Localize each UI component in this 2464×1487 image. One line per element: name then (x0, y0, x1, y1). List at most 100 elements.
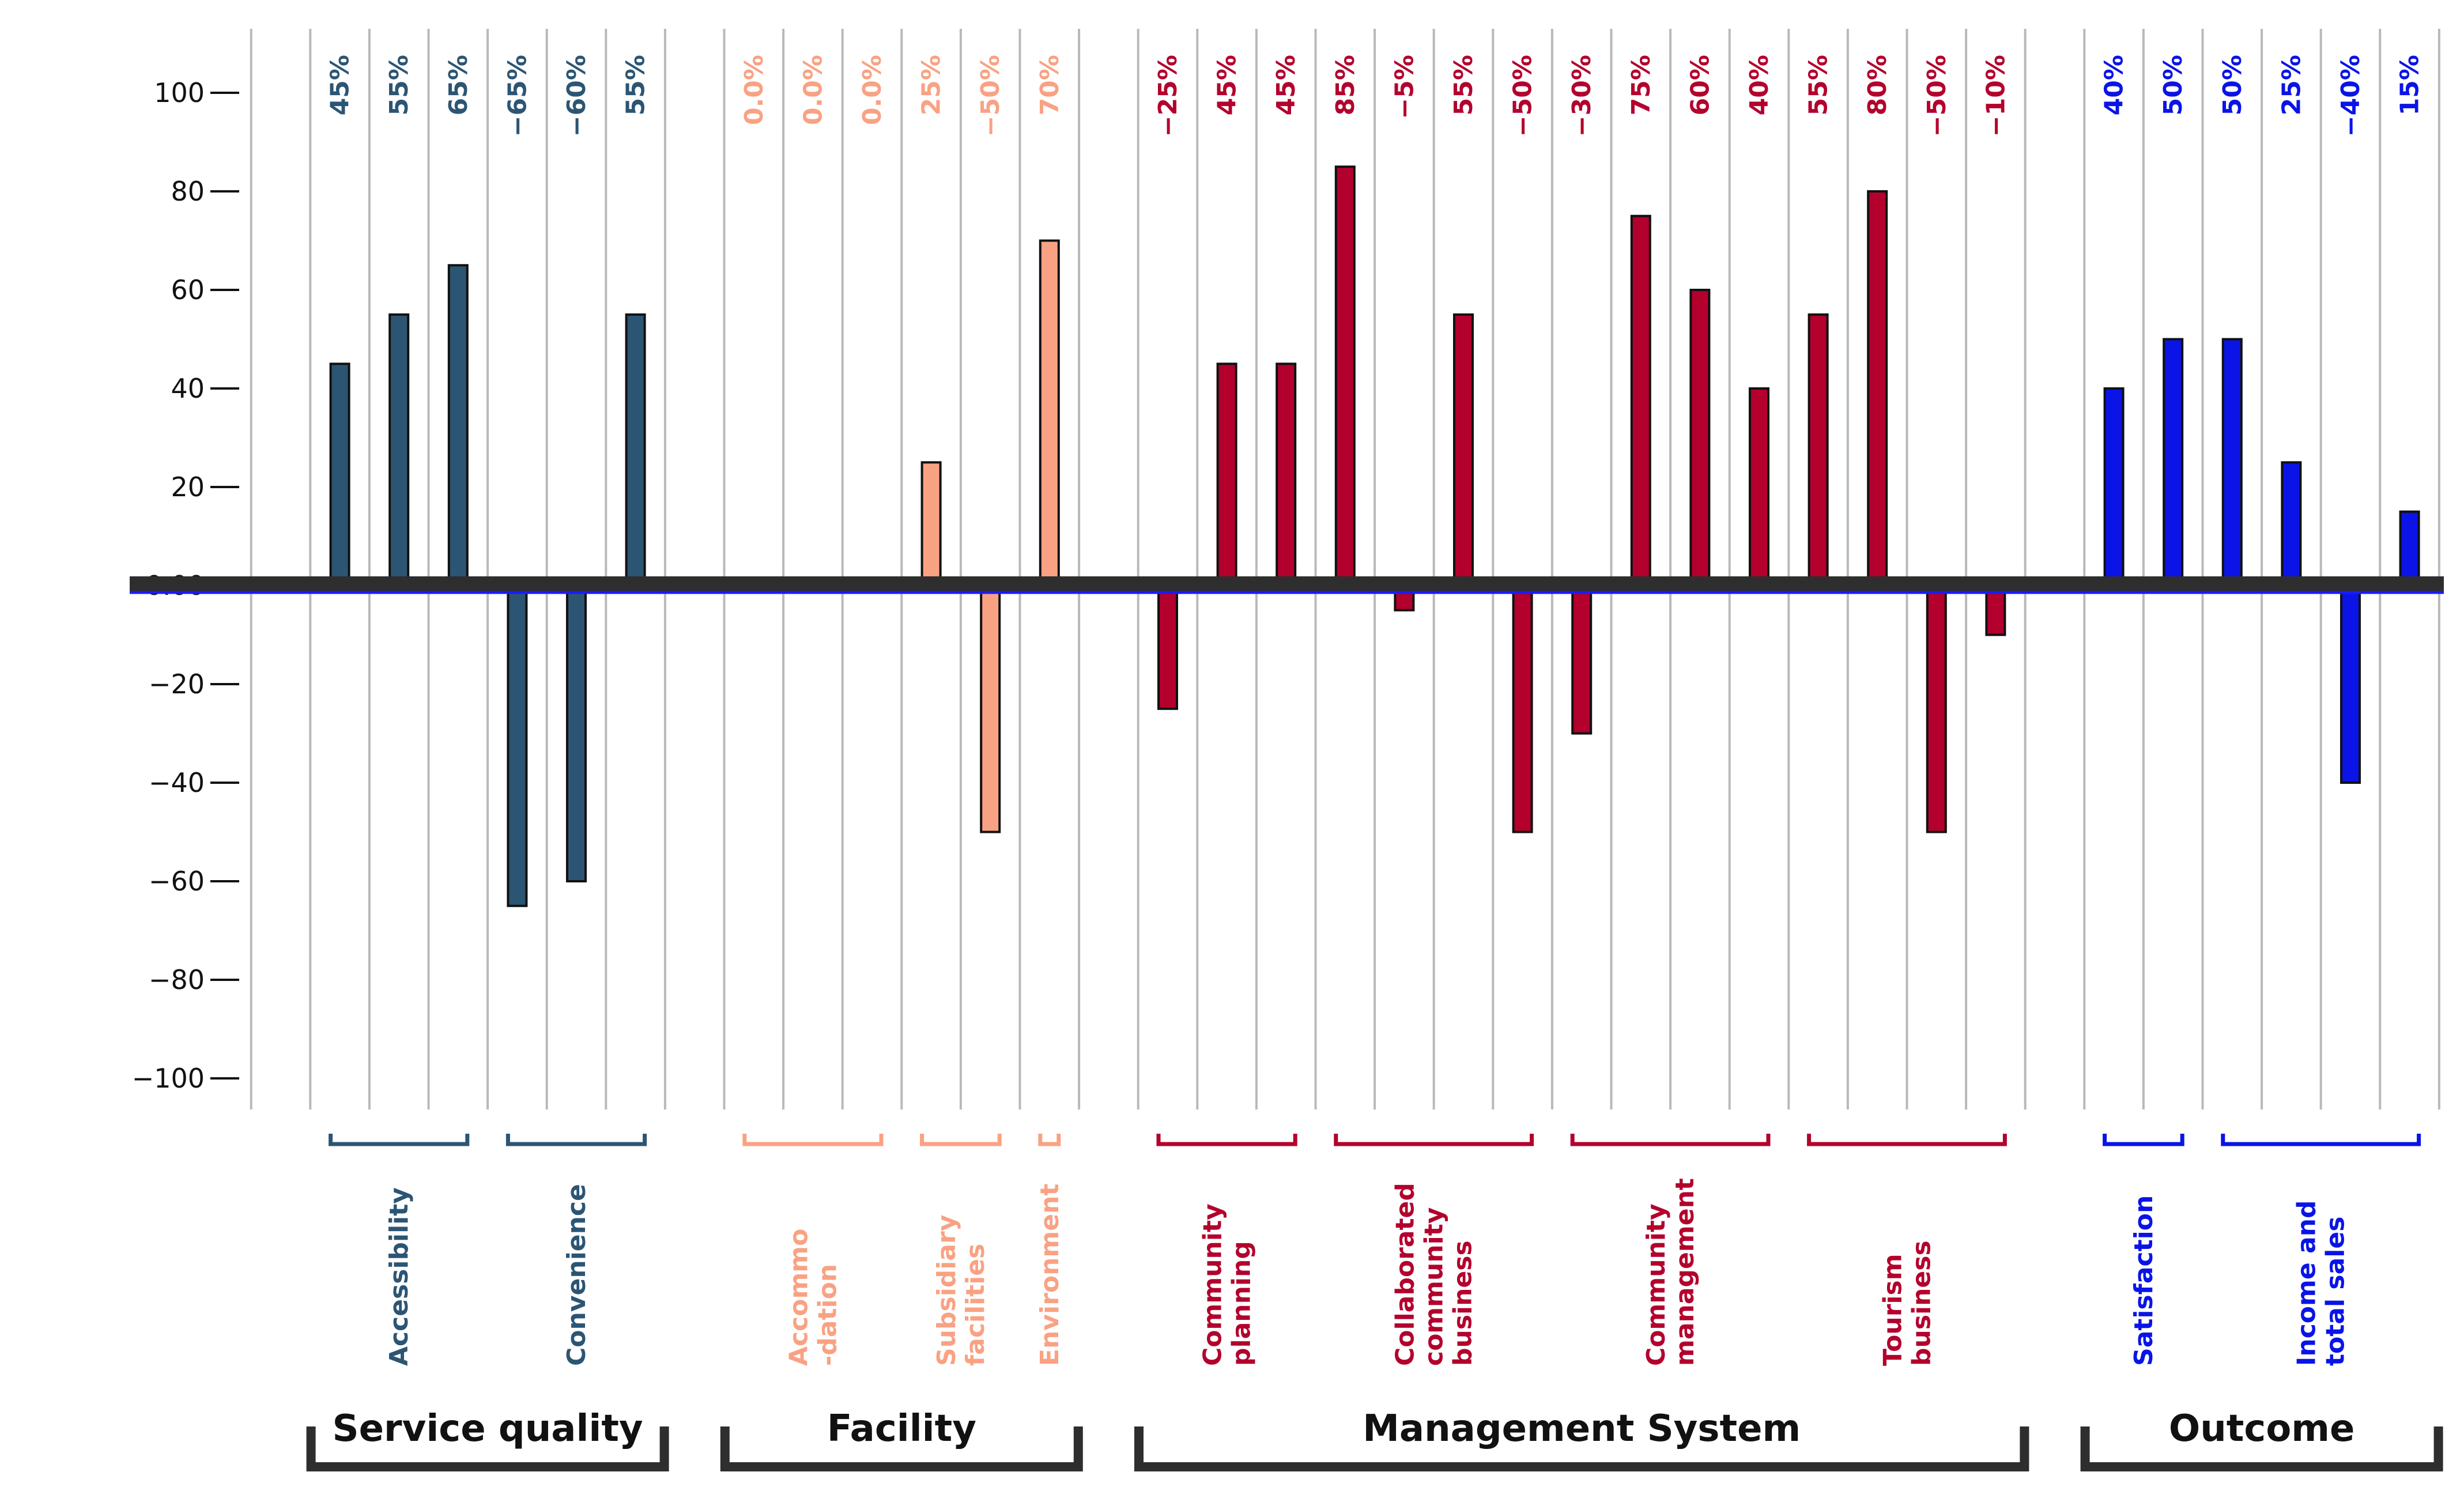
group-label: Management System (1363, 1407, 1801, 1450)
value-label: 25% (2277, 55, 2306, 115)
zero-line (130, 576, 2444, 594)
bar (1334, 165, 1356, 587)
y-tick-label: 40 (171, 373, 205, 404)
gridlines (250, 29, 2440, 1109)
group-label: Service quality (333, 1407, 643, 1450)
value-label: −50% (1508, 55, 1538, 137)
y-tick-label: 60 (171, 274, 205, 305)
value-label: 55% (621, 55, 651, 115)
group-label: Outcome (2169, 1407, 2355, 1450)
subgroup-label: Accessibility (384, 1187, 414, 1366)
subgroup-label: -dation (813, 1264, 842, 1366)
value-label: −30% (1567, 55, 1597, 137)
value-label: 40% (2100, 55, 2129, 115)
value-label: 60% (1685, 55, 1715, 115)
value-label: 40% (1745, 55, 1774, 115)
value-label: 45% (1271, 55, 1301, 115)
subgroup-label: total sales (2321, 1217, 2350, 1366)
subgroup-bracket (329, 1134, 470, 1146)
bar (920, 461, 942, 587)
bar (447, 264, 469, 587)
bars (329, 165, 2420, 907)
subgroup-label: Community (1642, 1203, 1671, 1366)
bar (507, 584, 528, 907)
value-label: −25% (1153, 55, 1183, 137)
value-label: 0.0% (798, 55, 828, 125)
value-label: 25% (917, 55, 946, 115)
subgroup-label: business (1448, 1240, 1478, 1366)
group-bracket (720, 1426, 1083, 1471)
bar (2399, 510, 2420, 587)
subgroup-bracket (1038, 1134, 1061, 1146)
y-tick-label: 80 (171, 176, 205, 207)
bar (1216, 363, 1237, 587)
value-label: 0.0% (739, 55, 769, 125)
value-label: 55% (384, 55, 414, 115)
bar (1453, 313, 1474, 587)
subgroup-label: Tourism (1878, 1254, 1908, 1366)
group-bracket (1134, 1426, 2029, 1471)
subgroup-label: business (1907, 1240, 1937, 1366)
subgroup-label: community (1420, 1207, 1449, 1366)
subgroup-label: Accommo (784, 1229, 813, 1366)
value-label: −60% (562, 55, 591, 137)
value-label: −10% (1981, 55, 2010, 137)
y-tick-label: 20 (171, 471, 205, 503)
bar (2340, 584, 2361, 784)
y-tick-label: −20 (149, 669, 205, 700)
value-label: 0.0% (858, 55, 887, 125)
y-axis: 100806040200.00−20−40−60−80−100 (132, 77, 239, 1094)
subgroup-label: Environment (1035, 1184, 1065, 1366)
y-tick-label: −40 (149, 767, 205, 798)
value-label: −5% (1390, 55, 1419, 119)
bar (2103, 387, 2125, 587)
bar (1039, 239, 1060, 587)
group-bracket (306, 1426, 669, 1471)
value-label: 80% (1863, 55, 1892, 115)
subgroup-bracket (2103, 1134, 2184, 1146)
y-tick-label: −100 (132, 1063, 205, 1094)
bar (1689, 289, 1711, 587)
bar (566, 584, 587, 882)
subgroup-label: Community (1198, 1203, 1228, 1366)
subgroup-label: planning (1227, 1241, 1256, 1366)
bar (1276, 363, 1297, 587)
value-label: 75% (1627, 55, 1656, 115)
subgroup-label: Collaborated (1391, 1183, 1420, 1366)
bar (1571, 584, 1593, 735)
subgroup-bracket (1570, 1134, 1771, 1146)
subgroup-bracket (1807, 1134, 2007, 1146)
bar (2281, 461, 2302, 587)
value-label: 45% (326, 55, 355, 115)
bar (980, 584, 1001, 833)
subgroup-bracket (1156, 1134, 1297, 1146)
value-label: 45% (1213, 55, 1242, 115)
subgroup-bracket (1334, 1134, 1534, 1146)
y-tick-label: 100 (154, 77, 205, 108)
bar (1749, 387, 1769, 587)
value-label: 50% (2218, 55, 2247, 115)
value-label: 50% (2159, 55, 2188, 115)
subgroup-label: Income and (2292, 1200, 2322, 1366)
y-tick-label: −60 (149, 866, 205, 897)
bar (2163, 338, 2184, 587)
y-tick-label: −80 (149, 964, 205, 995)
bar (1512, 584, 1533, 833)
subgroup-brackets: Accessibility Convenience Accommo -dation Su… (329, 1134, 2421, 1366)
value-label: 70% (1035, 55, 1065, 115)
value-label: 65% (444, 55, 473, 115)
subgroup-bracket (505, 1134, 647, 1146)
value-label: −50% (976, 55, 1005, 137)
subgroup-label: Satisfaction (2129, 1195, 2159, 1366)
zero-axis-bar (130, 576, 2444, 592)
group-label: Facility (827, 1407, 976, 1450)
bar (1808, 313, 1829, 587)
subgroup-label: Convenience (562, 1184, 591, 1366)
value-label: 55% (1804, 55, 1833, 115)
bar (1157, 584, 1178, 710)
bar (329, 363, 350, 587)
subgroup-bracket (920, 1134, 1002, 1146)
subgroup-bracket (742, 1134, 884, 1146)
value-label: 15% (2395, 55, 2425, 115)
